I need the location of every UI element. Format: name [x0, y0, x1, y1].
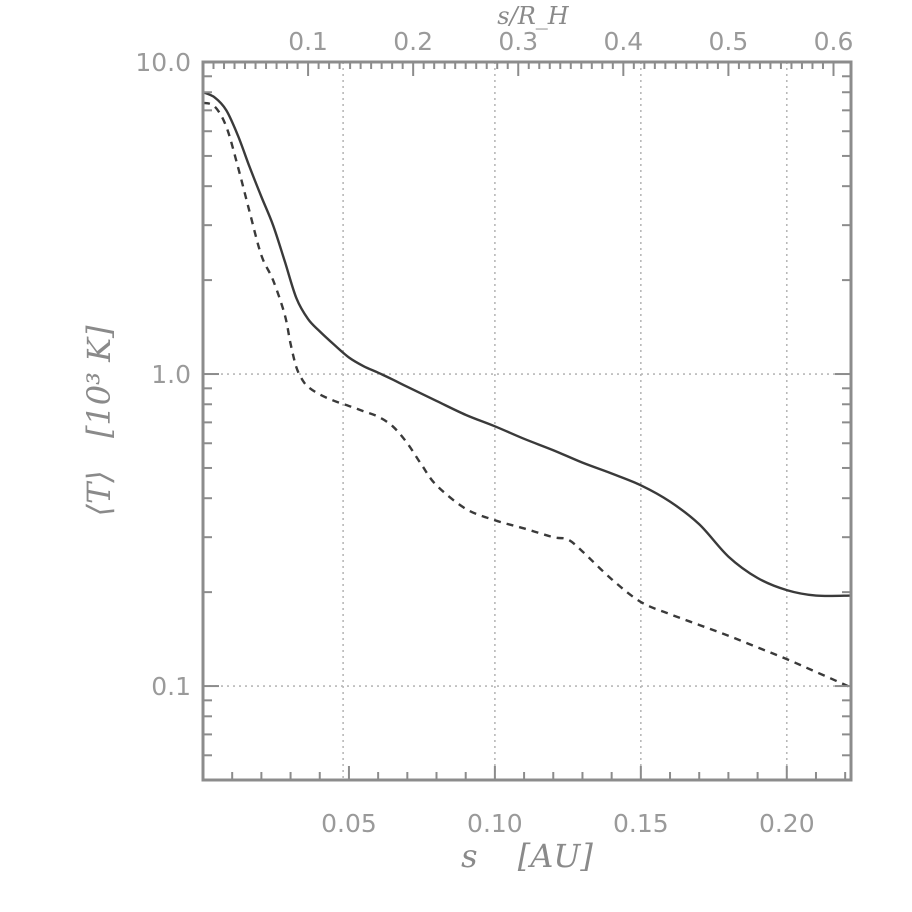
y-axis-title: ⟨T⟩ [10³ K]	[80, 325, 118, 517]
top-tick-label: 0.6	[814, 27, 854, 56]
top-axis-title: s/R_H	[497, 2, 569, 30]
y-tick-label: 10.0	[135, 48, 191, 77]
y-axis-unit: [10³ K]	[80, 325, 118, 438]
top-tick-label: 0.1	[288, 27, 328, 56]
x-tick-label: 0.20	[759, 809, 815, 838]
x-axis-unit: [AU]	[518, 837, 594, 875]
top-tick-label: 0.5	[709, 27, 749, 56]
x-axis-title: s [AU]	[461, 837, 593, 875]
series-dashed-line	[202, 101, 852, 689]
x-tick-label: 0.15	[613, 809, 669, 838]
y-axis-symbol: ⟨T⟩	[80, 470, 118, 516]
label-layer: 0.05 0.10 0.15 0.20 10.0 1.0 0.1 0.1 0.2 0.3 0.4 0.…	[135, 27, 853, 838]
top-tick-label: 0.3	[498, 27, 538, 56]
top-tick-label: 0.4	[603, 27, 643, 56]
grid-layer	[203, 62, 851, 780]
y-tick-label: 1.0	[151, 360, 191, 389]
x-axis-symbol: s	[461, 837, 477, 875]
series-layer	[202, 91, 852, 689]
top-tick-label: 0.2	[393, 27, 433, 56]
x-tick-label: 0.10	[467, 809, 523, 838]
y-tick-label: 0.1	[151, 672, 191, 701]
x-tick-label: 0.05	[321, 809, 377, 838]
series-solid-line	[202, 91, 852, 598]
tick-layer	[203, 61, 851, 781]
plot-frame	[201, 60, 853, 782]
